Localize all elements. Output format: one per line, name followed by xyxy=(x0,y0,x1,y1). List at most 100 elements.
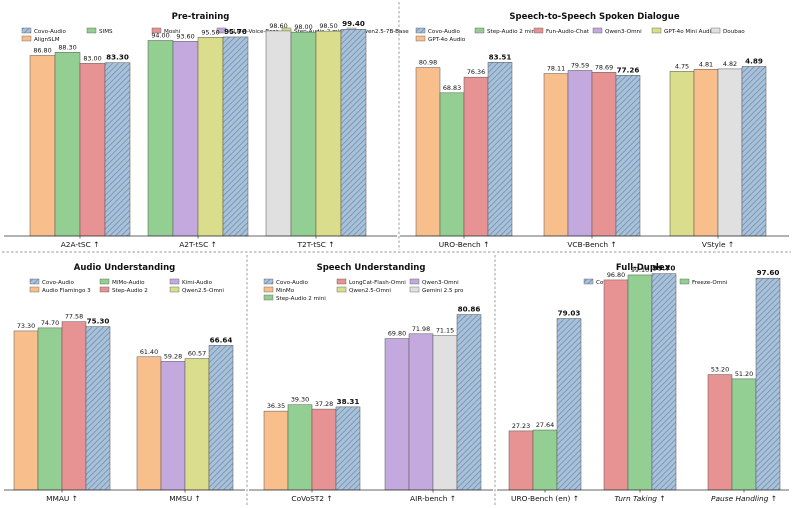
bar-a2t-tsc-sims xyxy=(147,40,174,237)
value-label: 4.82 xyxy=(723,60,737,68)
value-label: 98.00 xyxy=(294,23,312,31)
legend-label: Covo-Audio xyxy=(276,280,309,286)
legend-item-step-audio-2-mini: Step-Audio 2 mini xyxy=(474,27,537,35)
value-label: 71.98 xyxy=(412,325,430,333)
bar-covost2-covo-audio xyxy=(335,406,361,491)
legend-item-audio-flamingo-3: Audio Flamingo 3 xyxy=(29,286,91,294)
legend-label: Qwen3-Omni xyxy=(605,29,642,35)
legend-swatch xyxy=(336,278,347,285)
legend-item-moshi: Moshi xyxy=(151,27,181,35)
x-tick-label: AIR-bench ↑ xyxy=(410,494,456,503)
bar-pause-handling-freeze-omni xyxy=(731,378,757,491)
legend-label: Covo-Audio xyxy=(428,29,461,35)
legend-item-minmo: MinMo xyxy=(263,286,295,294)
value-label: 4.81 xyxy=(699,60,713,68)
value-label: 95.70 xyxy=(224,27,247,36)
legend-label: SIMS xyxy=(99,29,113,35)
panel-speech-understanding: Speech Understanding Covo-Audio LongCat-Fl… xyxy=(249,263,493,503)
legend-swatch xyxy=(533,27,544,34)
bar-air-bench-gemini-2-5-pro xyxy=(432,335,458,491)
bar-a2t-tsc-step-audio-2-mini-base xyxy=(197,37,224,237)
legend-swatch xyxy=(583,278,594,285)
legend-item-sims: SIMS xyxy=(86,27,113,35)
bar-uro-bench-gpt-4o-audio xyxy=(415,67,441,237)
value-label: 78.11 xyxy=(547,65,565,73)
bar-mmsu-qwen2-5-omni xyxy=(184,358,210,491)
value-label: 96.80 xyxy=(607,271,625,279)
x-tick-label: Turn Taking ↑ xyxy=(614,494,665,503)
value-label: 71.15 xyxy=(436,327,454,335)
bar-air-bench-qwen2-5-omni-su xyxy=(384,338,410,491)
legend-swatch xyxy=(336,286,347,293)
bar-mmsu-audio-flamingo-3 xyxy=(136,356,162,491)
value-label: 76.36 xyxy=(467,68,485,76)
value-label: 73.30 xyxy=(17,322,35,330)
value-label: 77.58 xyxy=(65,313,83,321)
legend-item-longcat-flash-omni: LongCat-Flash-Omni xyxy=(336,278,406,286)
value-label: 39.30 xyxy=(291,396,309,404)
value-label: 79.59 xyxy=(571,61,589,69)
legend-swatch xyxy=(169,286,180,293)
x-tick-label: MMAU ↑ xyxy=(46,494,78,503)
bar-t2t-tsc-step-audio-2-mini-base xyxy=(315,30,342,237)
value-label: 60.57 xyxy=(188,350,206,358)
legend-item-covo-audio: Covo-Audio xyxy=(29,278,75,286)
value-label: 86.80 xyxy=(33,46,51,54)
legend-swatch xyxy=(29,278,40,285)
legend-item-covo-audio: Covo-Audio xyxy=(263,278,309,286)
value-label: 38.31 xyxy=(337,397,360,406)
legend-item-qwen2-5-omni: Qwen2.5-Omni xyxy=(336,286,391,294)
value-label: 99.70 xyxy=(653,264,676,273)
legend-label: Covo-Audio xyxy=(42,280,75,286)
bar-uro-bench-step-audio-2-mini xyxy=(439,92,465,237)
legend-label: Audio Flamingo 3 xyxy=(42,288,91,294)
legend-label: GLM-4-Voice-Base xyxy=(229,29,279,35)
bar-vcb-bench-fun-audio-chat xyxy=(591,72,617,237)
legend-swatch xyxy=(415,35,426,42)
legend-item-gemini-2-5-pro: Gemini 2.5 pro xyxy=(409,286,464,294)
value-label: 53.20 xyxy=(711,366,729,374)
x-tick-label: A2A-tSC ↑ xyxy=(61,240,100,249)
bar-t2t-tsc-covo-audio xyxy=(340,28,367,237)
legend-swatch xyxy=(263,286,274,293)
legend-label: AlignSLM xyxy=(34,37,60,43)
value-label: 51.20 xyxy=(735,370,753,378)
x-tick-label: Pause Handling ↑ xyxy=(711,494,777,503)
legend-item-covo-audio: Covo-Audio xyxy=(415,27,461,35)
bar-air-bench-covo-audio xyxy=(456,314,482,491)
legend-item-qwen2-5-omni: Qwen2.5-Omni xyxy=(169,286,224,294)
value-label: 61.40 xyxy=(140,348,158,356)
bar-t2t-tsc-qwen2-5-7b-base xyxy=(265,30,292,237)
value-label: 98.60 xyxy=(269,22,287,30)
value-label: 74.70 xyxy=(41,319,59,327)
legend-item-covo-audio: Covo-Audio xyxy=(21,27,67,35)
bar-vcb-bench-qwen3-omni xyxy=(567,70,593,237)
legend-label: Moshi xyxy=(164,29,181,35)
bar-air-bench-qwen3-omni xyxy=(408,333,434,491)
legend-label: Doubao xyxy=(723,29,745,35)
legend-item-doubao: Doubao xyxy=(710,27,745,35)
value-label: 77.26 xyxy=(617,65,640,74)
panel-title: Audio Understanding xyxy=(74,263,175,273)
legend-label: Step-Audio 2 mini xyxy=(276,296,326,302)
bar-a2a-tsc-sims xyxy=(54,52,81,237)
panel-speech-to-speech-spoken-dialogue: Speech-to-Speech Spoken Dialogue Covo-Aud… xyxy=(400,12,789,249)
bar-vcb-bench-gpt-4o-audio xyxy=(543,73,569,237)
value-label: 78.69 xyxy=(595,63,613,71)
legend-label: Step-Audio 2 mini xyxy=(487,29,537,35)
value-label: 83.51 xyxy=(489,52,512,61)
bar-uro-bench-covo-audio xyxy=(487,62,513,237)
x-tick-label: T2T-tSC ↑ xyxy=(296,240,334,249)
bar-turn-taking-moshi xyxy=(603,279,629,491)
value-label: 99.10 xyxy=(631,266,649,274)
legend-item-gpt-4o-audio: GPT-4o Audio xyxy=(415,35,466,43)
bar-mmau-step-audio-2 xyxy=(61,321,87,491)
legend-item-kimi-audio: Kimi-Audio xyxy=(169,278,213,286)
legend-label: Qwen3-Omni xyxy=(422,280,459,286)
legend-label: Qwen2.5-Omni xyxy=(349,288,391,294)
bar-a2a-tsc-covo-audio xyxy=(104,62,131,237)
legend-label: Fun-Audio-Chat xyxy=(546,29,590,35)
legend-item-qwen3-omni: Qwen3-Omni xyxy=(592,27,642,35)
legend-label: Qwen2.5-7B-Base xyxy=(359,29,409,35)
